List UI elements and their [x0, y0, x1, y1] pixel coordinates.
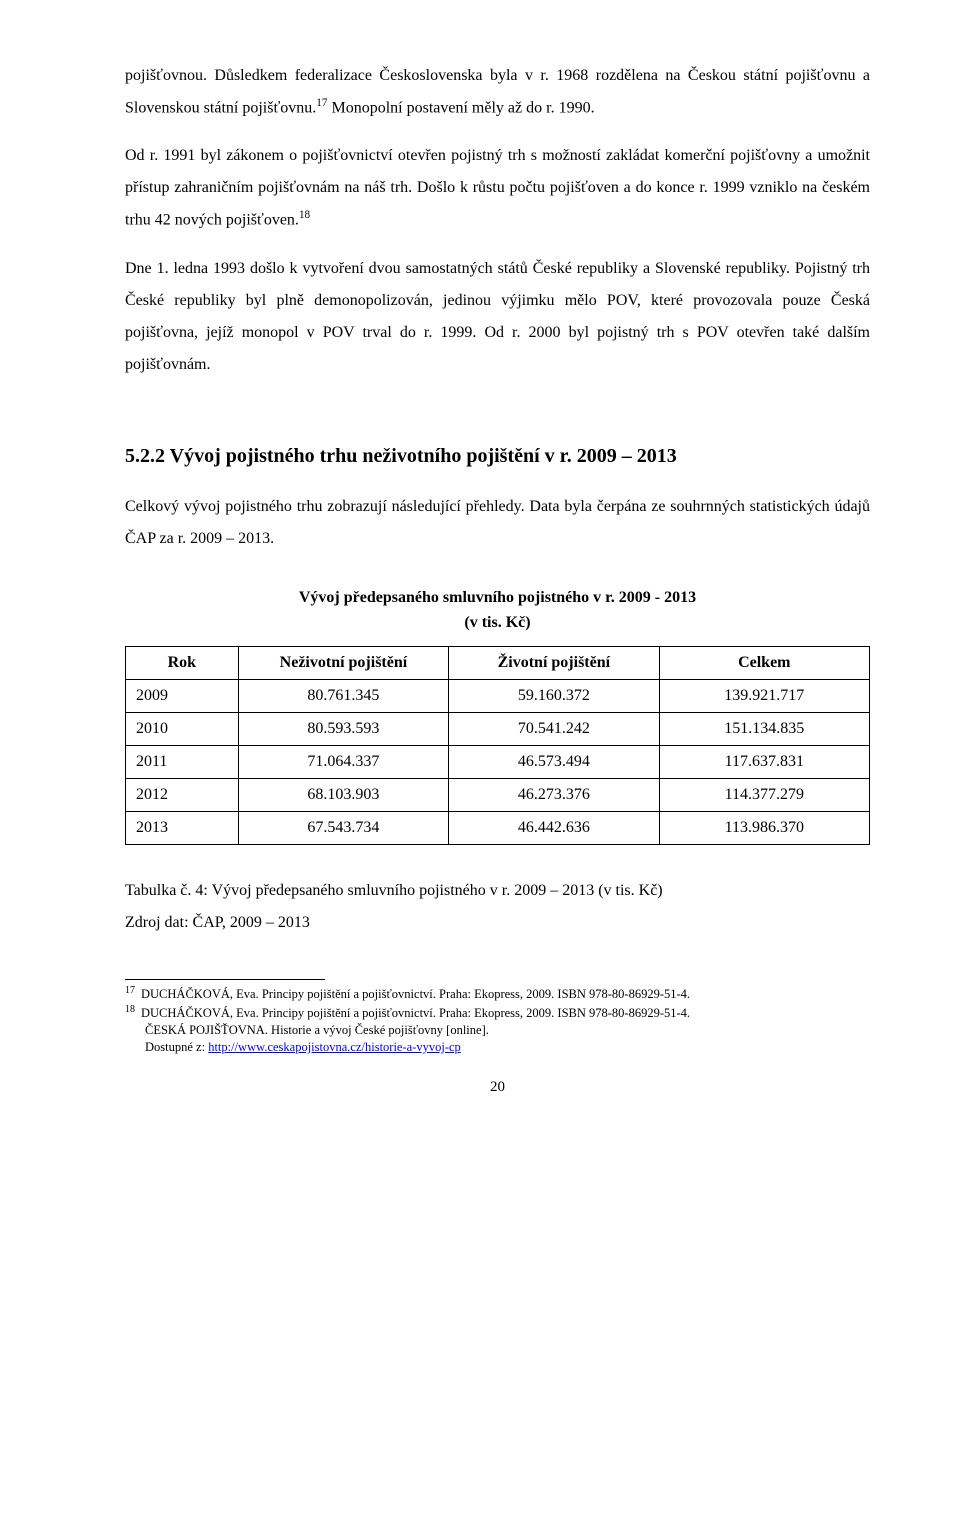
col-zivotni: Životní pojištění — [449, 646, 659, 679]
data-table: Rok Neživotní pojištění Životní pojištěn… — [125, 646, 870, 845]
paragraph-2: Od r. 1991 byl zákonem o pojišťovnictví … — [125, 140, 870, 236]
cell-nezivotni: 71.064.337 — [238, 745, 448, 778]
col-nezivotni: Neživotní pojištění — [238, 646, 448, 679]
footnote-number: 18 — [125, 1004, 135, 1015]
cell-nezivotni: 68.103.903 — [238, 778, 448, 811]
page-number: 20 — [125, 1076, 870, 1099]
col-celkem: Celkem — [659, 646, 869, 679]
cell-nezivotni: 80.761.345 — [238, 679, 448, 712]
cell-zivotni: 59.160.372 — [449, 679, 659, 712]
cell-celkem: 114.377.279 — [659, 778, 869, 811]
table-header-row: Rok Neživotní pojištění Životní pojištěn… — [126, 646, 870, 679]
table-row: 2012 68.103.903 46.273.376 114.377.279 — [126, 778, 870, 811]
table-source: Zdroj dat: ČAP, 2009 – 2013 — [125, 907, 870, 939]
table-row: 2011 71.064.337 46.573.494 117.637.831 — [126, 745, 870, 778]
footnote-18-line1: DUCHÁČKOVÁ, Eva. Principy pojištění a po… — [141, 1006, 690, 1020]
cell-zivotni: 46.273.376 — [449, 778, 659, 811]
cell-zivotni: 46.573.494 — [449, 745, 659, 778]
footnote-18-line2: ČESKÁ POJIŠŤOVNA. Historie a vývoj České… — [125, 1022, 870, 1039]
cell-zivotni: 46.442.636 — [449, 811, 659, 844]
cell-zivotni: 70.541.242 — [449, 712, 659, 745]
cell-celkem: 113.986.370 — [659, 811, 869, 844]
footnote-17-text: DUCHÁČKOVÁ, Eva. Principy pojištění a po… — [141, 987, 690, 1001]
cell-nezivotni: 80.593.593 — [238, 712, 448, 745]
intro-paragraph: Celkový vývoj pojistného trhu zobrazují … — [125, 491, 870, 555]
footnote-ref-17: 17 — [316, 97, 327, 109]
footnote-ref-18: 18 — [299, 209, 310, 221]
cell-year: 2012 — [126, 778, 239, 811]
cell-year: 2010 — [126, 712, 239, 745]
cell-year: 2013 — [126, 811, 239, 844]
table-row: 2010 80.593.593 70.541.242 151.134.835 — [126, 712, 870, 745]
table-caption: Tabulka č. 4: Vývoj předepsaného smluvní… — [125, 875, 870, 907]
cell-nezivotni: 67.543.734 — [238, 811, 448, 844]
cell-celkem: 151.134.835 — [659, 712, 869, 745]
col-year: Rok — [126, 646, 239, 679]
table-row: 2009 80.761.345 59.160.372 139.921.717 — [126, 679, 870, 712]
table-title: Vývoj předepsaného smluvního pojistného … — [125, 585, 870, 636]
footnote-separator — [125, 979, 325, 980]
footnote-18: 18 DUCHÁČKOVÁ, Eva. Principy pojištění a … — [125, 1003, 870, 1022]
footnote-link[interactable]: http://www.ceskapojistovna.cz/historie-a… — [208, 1040, 461, 1054]
p2-text-a: Od r. 1991 byl zákonem o pojišťovnictví … — [125, 147, 870, 228]
table-row: 2013 67.543.734 46.442.636 113.986.370 — [126, 811, 870, 844]
cell-year: 2009 — [126, 679, 239, 712]
cell-celkem: 117.637.831 — [659, 745, 869, 778]
paragraph-1: pojišťovnou. Důsledkem federalizace Česk… — [125, 60, 870, 124]
cell-year: 2011 — [126, 745, 239, 778]
footnote-18-line3: Dostupné z: http://www.ceskapojistovna.c… — [125, 1039, 870, 1056]
footnote-number: 17 — [125, 985, 135, 996]
footnote-18-link-prefix: Dostupné z: — [145, 1040, 208, 1054]
cell-celkem: 139.921.717 — [659, 679, 869, 712]
p1-text-b: Monopolní postavení měly až do r. 1990. — [327, 99, 594, 116]
section-heading: 5.2.2 Vývoj pojistného trhu neživotního … — [125, 441, 870, 471]
footnote-17: 17 DUCHÁČKOVÁ, Eva. Principy pojištění a … — [125, 984, 870, 1003]
table-title-line2: (v tis. Kč) — [464, 614, 530, 631]
table-title-line1: Vývoj předepsaného smluvního pojistného … — [299, 589, 696, 606]
paragraph-3: Dne 1. ledna 1993 došlo k vytvoření dvou… — [125, 253, 870, 381]
